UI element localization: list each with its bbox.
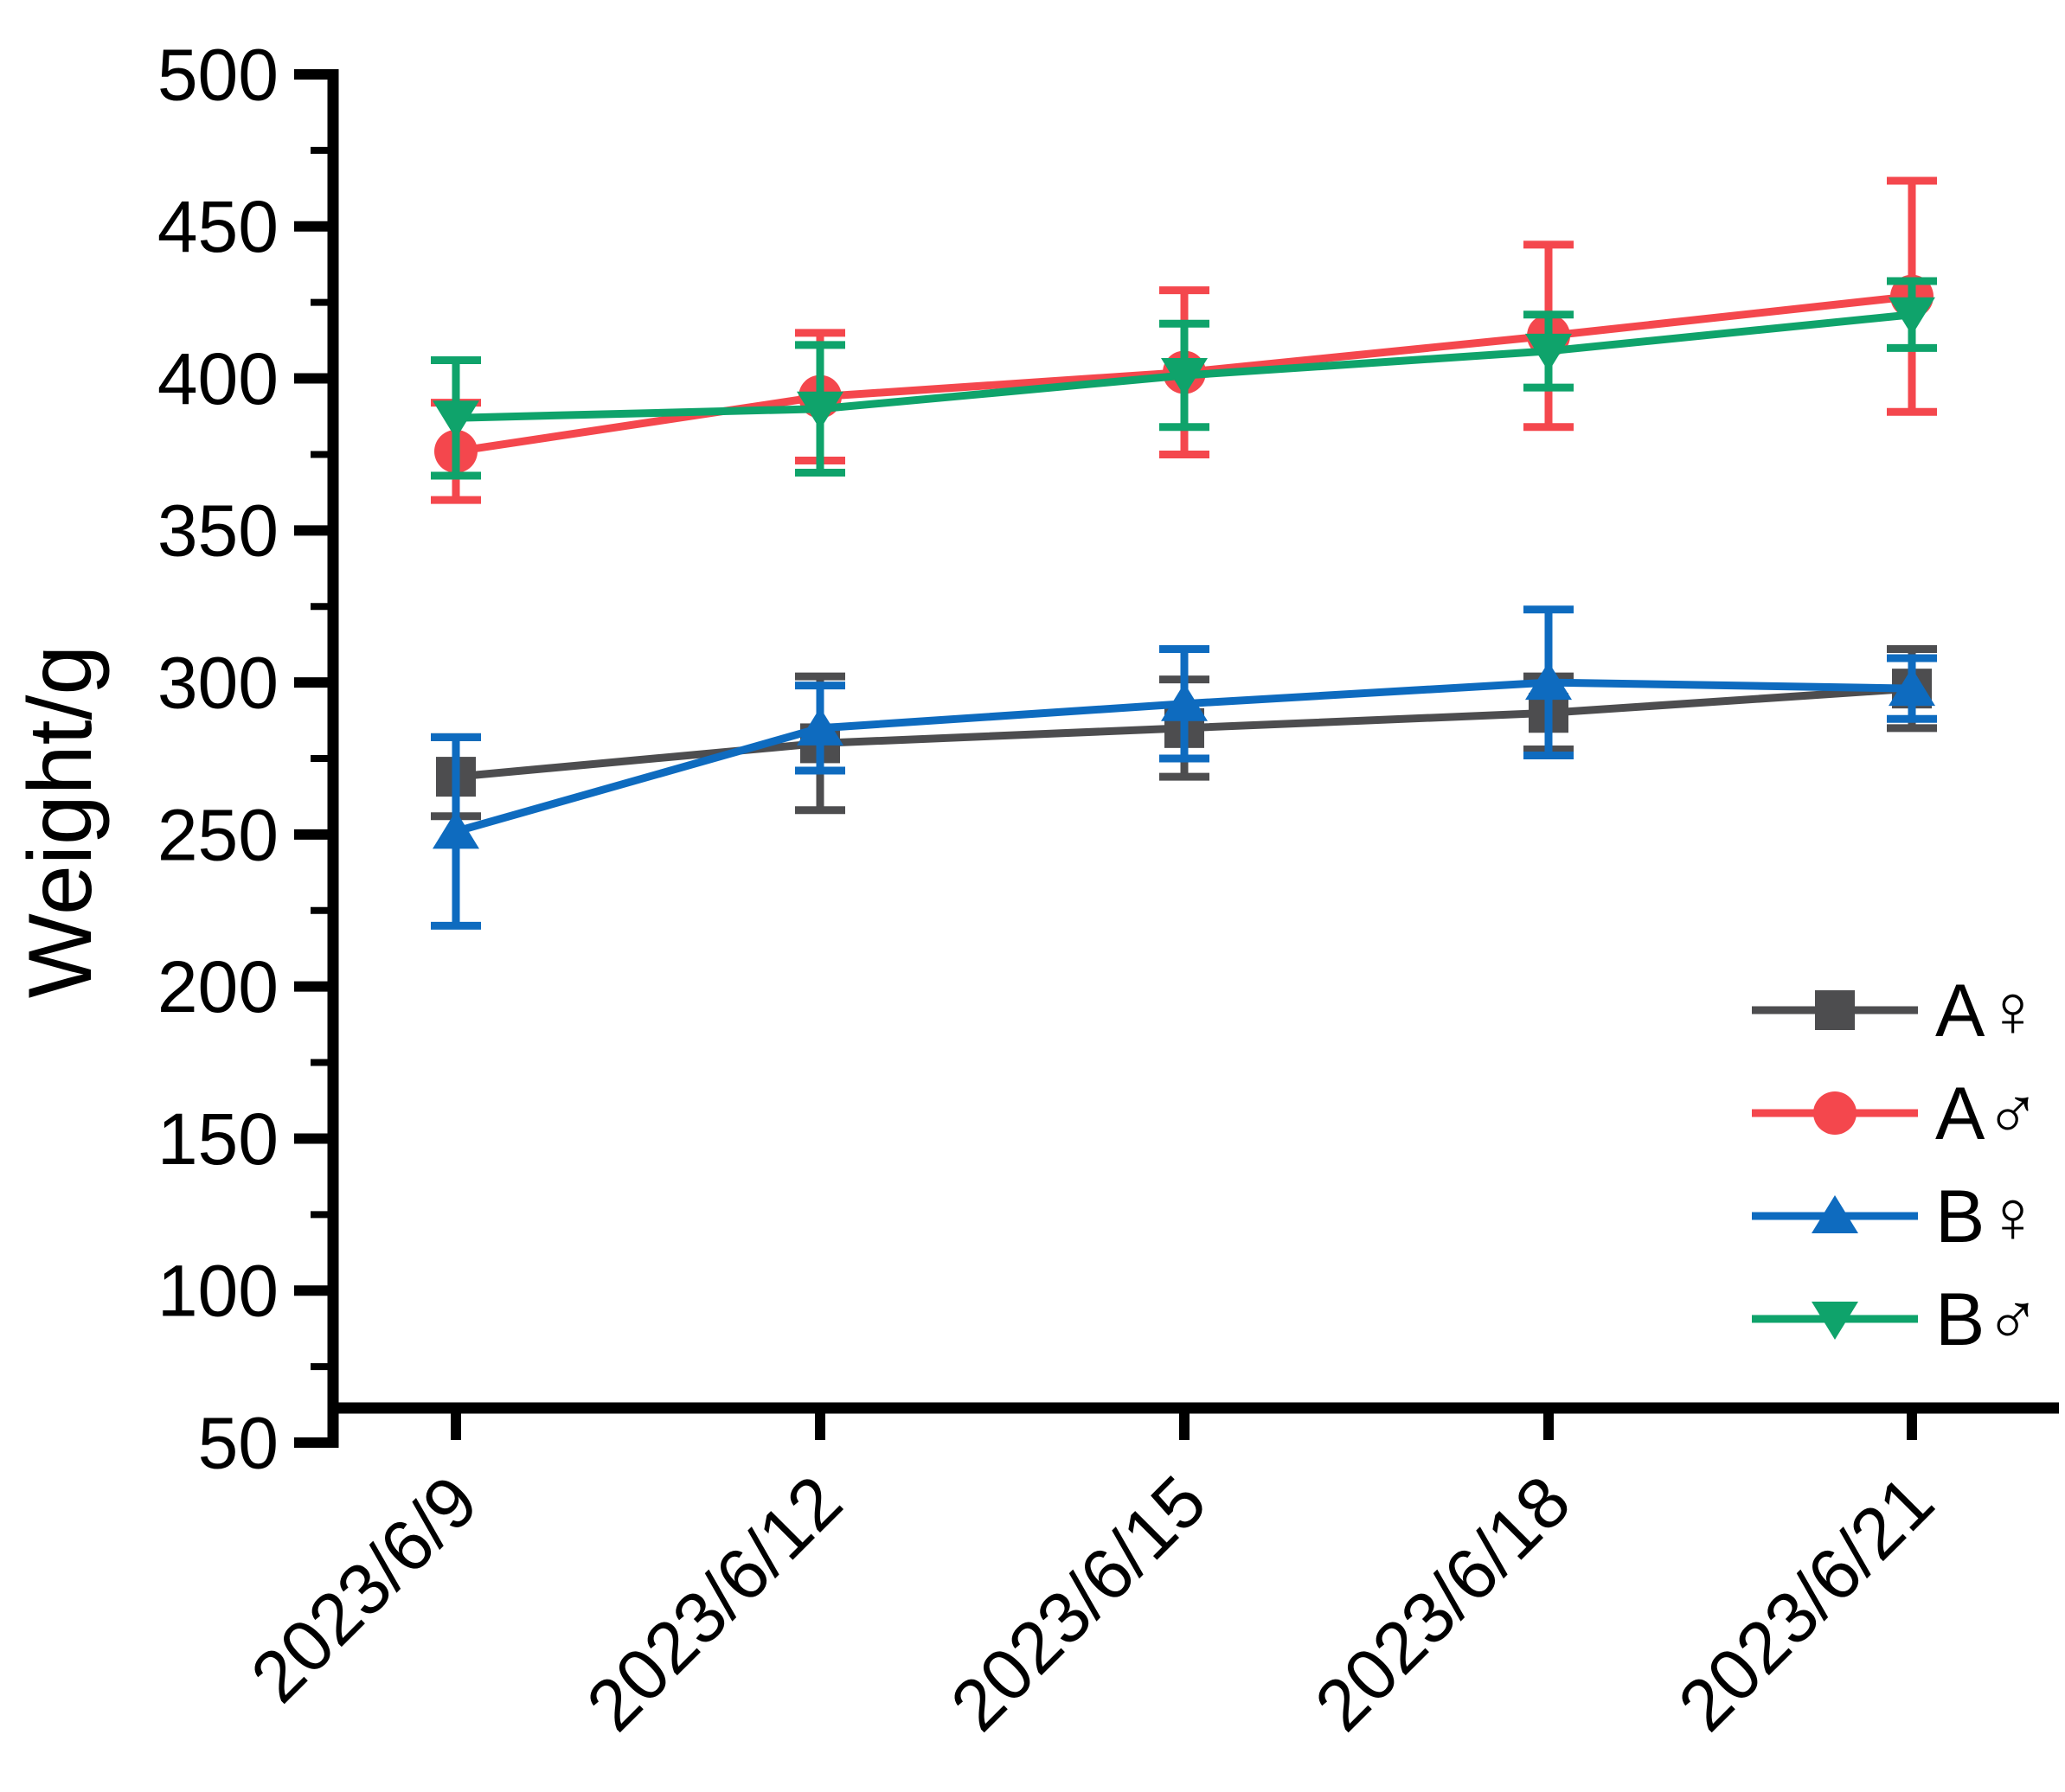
y-tick-label: 100 — [157, 1251, 279, 1332]
y-tick-label: 300 — [157, 643, 279, 724]
legend-marker-square — [1815, 990, 1855, 1030]
data-point-marker-triangle-down — [1889, 297, 1935, 336]
legend-item-group-A-female: A♀ — [1752, 970, 2041, 1053]
y-tick-label: 500 — [157, 34, 279, 115]
data-point-marker-triangle-up — [1161, 682, 1208, 721]
y-tick-label: 450 — [157, 186, 279, 267]
legend-label: A♀ — [1935, 970, 2041, 1053]
series-layer — [431, 176, 1937, 930]
legend-item-group-A-male: A♂ — [1752, 1072, 2041, 1155]
y-tick-label: 150 — [157, 1098, 279, 1180]
legend-layer: A♀ A♂ B♀ B♂ — [1752, 970, 2041, 1361]
legend-marker-circle — [1813, 1091, 1857, 1135]
y-tick-label: 200 — [157, 946, 279, 1027]
data-point-marker-triangle-down — [433, 400, 479, 439]
x-tick-label: 2023/6/15 — [935, 1460, 1222, 1746]
y-tick-label: 250 — [157, 794, 279, 875]
legend-item-group-B-male: B♂ — [1752, 1278, 2041, 1361]
data-point-marker-triangle-up — [1889, 668, 1935, 707]
x-tick-label: 2023/6/21 — [1663, 1460, 1949, 1746]
series-group-B-female — [431, 605, 1937, 930]
y-axis-label: Weight/g — [10, 645, 111, 999]
legend-label: B♀ — [1935, 1175, 2041, 1258]
y-tick-label: 350 — [157, 490, 279, 572]
legend-item-group-B-female: B♀ — [1752, 1175, 2041, 1258]
data-point-marker-triangle-down — [797, 391, 843, 430]
data-point-marker-triangle-down — [1161, 358, 1208, 397]
data-point-marker-triangle-up — [1525, 662, 1572, 701]
legend-label: B♂ — [1935, 1278, 2041, 1361]
data-point-marker-triangle-up — [797, 707, 843, 746]
data-point-marker-triangle-up — [433, 810, 479, 849]
axes-layer: 50 100 150 200 250 300 350 400 450 500 2023/6/9 202… — [157, 34, 2059, 1746]
legend-marker-triangle-down — [1812, 1302, 1858, 1340]
series-group-B-male — [431, 277, 1937, 480]
x-tick-label: 2023/6/12 — [571, 1460, 857, 1746]
data-point-marker-triangle-down — [1525, 333, 1572, 372]
y-tick-label: 400 — [157, 338, 279, 419]
x-tick-label: 2023/6/9 — [235, 1460, 493, 1718]
legend-marker-triangle-up — [1812, 1195, 1858, 1233]
x-tick-label: 2023/6/18 — [1299, 1460, 1586, 1746]
legend-label: A♂ — [1935, 1072, 2041, 1155]
y-tick-label: 50 — [198, 1402, 279, 1483]
